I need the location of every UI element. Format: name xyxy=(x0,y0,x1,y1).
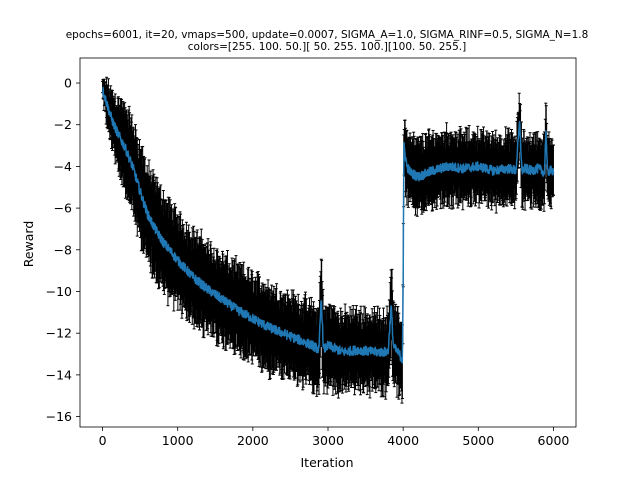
x-tick-label: 5000 xyxy=(462,433,494,448)
y-axis-label: Reward xyxy=(21,221,36,268)
x-tick-label: 3000 xyxy=(312,433,344,448)
y-tick-label: −14 xyxy=(46,367,72,382)
y-tick-label: −16 xyxy=(46,409,72,424)
chart-title-line-1: epochs=6001, it=20, vmaps=500, update=0.… xyxy=(66,29,589,41)
y-tick-label: −8 xyxy=(54,242,72,257)
x-axis-ticks: 0 1000 2000 3000 4000 5000 6000 xyxy=(99,427,570,448)
y-tick-label: 0 xyxy=(64,76,72,91)
y-axis-ticks: 0 −2 −4 −6 −8 −10 −12 −14 −16 xyxy=(46,76,80,424)
x-tick-label: 0 xyxy=(99,433,107,448)
x-tick-label: 4000 xyxy=(387,433,419,448)
y-tick-label: −10 xyxy=(46,284,72,299)
x-tick-label: 2000 xyxy=(237,433,269,448)
y-tick-label: −6 xyxy=(54,201,72,216)
y-tick-label: −2 xyxy=(54,117,72,132)
x-axis-label: Iteration xyxy=(300,455,353,470)
plot-area xyxy=(101,76,555,404)
chart-title-line-2: colors=[255. 100. 50.][ 50. 255. 100.][1… xyxy=(188,41,466,53)
y-tick-label: −12 xyxy=(46,326,72,341)
x-tick-label: 6000 xyxy=(538,433,570,448)
mean-line-layer xyxy=(101,86,555,364)
series-line xyxy=(101,86,555,364)
y-tick-label: −4 xyxy=(54,159,72,174)
x-tick-label: 1000 xyxy=(162,433,194,448)
